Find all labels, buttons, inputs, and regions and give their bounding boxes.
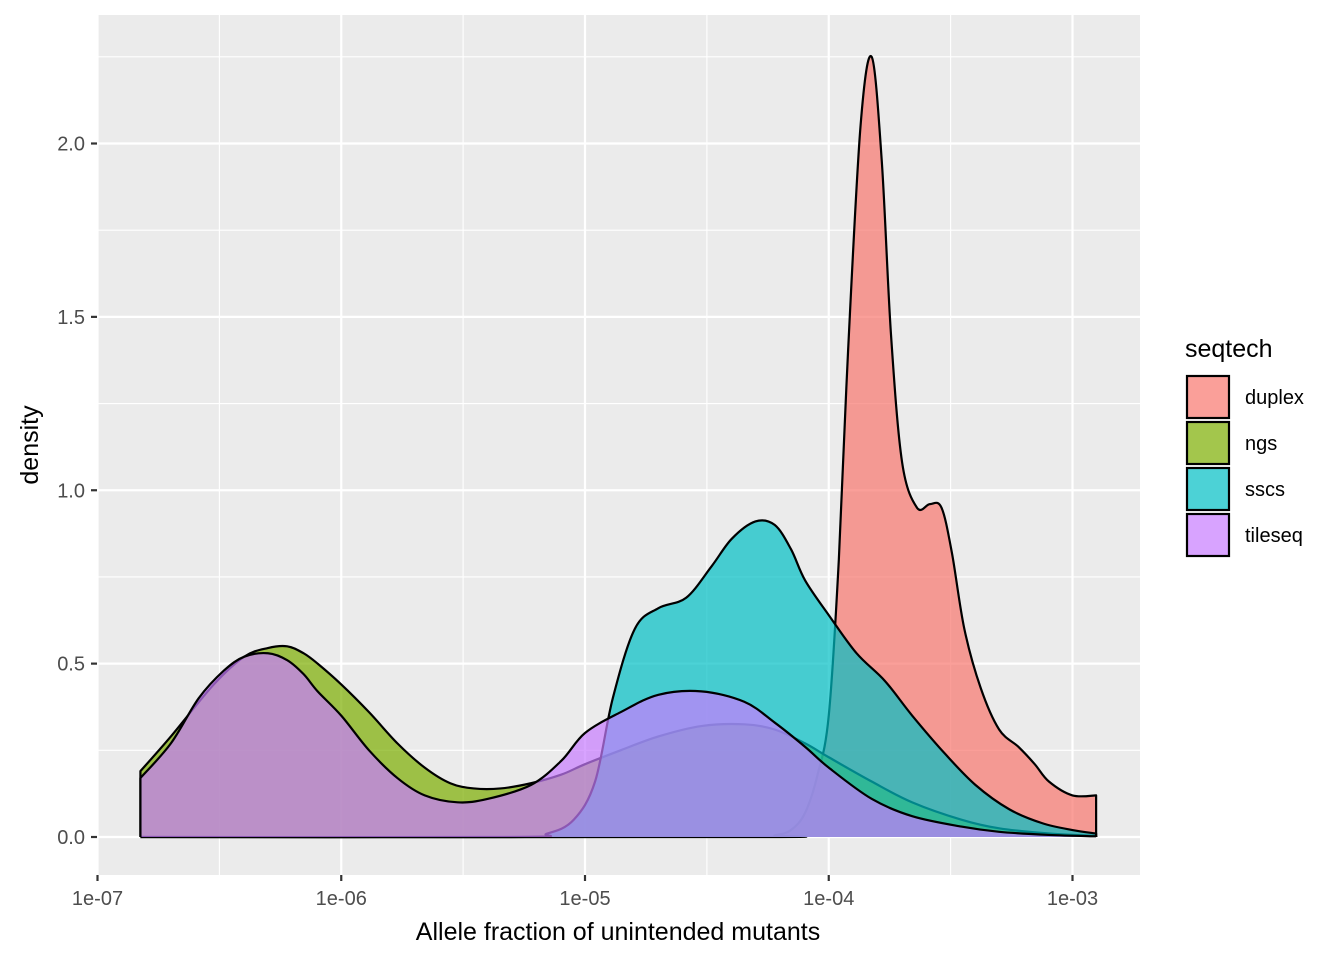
x-tick-label: 1e-04 bbox=[803, 888, 854, 910]
y-axis-title: density bbox=[16, 405, 44, 485]
legend-key-tileseq bbox=[1185, 512, 1231, 558]
legend: seqtech duplex ngs sscs tileseq bbox=[1185, 335, 1304, 558]
density-areas bbox=[139, 54, 1098, 839]
legend-key-ngs bbox=[1185, 420, 1231, 466]
density-area-duplex bbox=[140, 56, 1097, 838]
legend-label-ngs: ngs bbox=[1245, 433, 1277, 455]
x-axis-title: Allele fraction of unintended mutants bbox=[416, 918, 820, 946]
legend-label-duplex: duplex bbox=[1245, 387, 1304, 409]
x-tick-label: 1e-06 bbox=[316, 888, 367, 910]
legend-key-duplex bbox=[1185, 374, 1231, 420]
tick-labels: 1e-07 1e-06 1e-05 1e-04 1e-03 0.0 0.5 1.0 1.5 2.0 bbox=[57, 134, 1098, 911]
y-tick-label: 1.0 bbox=[57, 480, 85, 502]
density-outline-tileseq bbox=[139, 651, 1098, 838]
legend-label-tileseq: tileseq bbox=[1245, 525, 1303, 547]
minor-gridlines bbox=[97, 15, 1140, 875]
y-tick-label: 0.5 bbox=[57, 654, 85, 676]
axis-ticks bbox=[91, 142, 1074, 881]
x-tick-label: 1e-05 bbox=[559, 888, 610, 910]
legend-key-sscs bbox=[1185, 466, 1231, 512]
y-tick-label: 1.5 bbox=[57, 307, 85, 329]
x-tick-label: 1e-07 bbox=[72, 888, 123, 910]
y-tick-label: 0.0 bbox=[57, 827, 85, 849]
legend-label-sscs: sscs bbox=[1245, 479, 1285, 501]
y-tick-label: 2.0 bbox=[57, 134, 85, 156]
density-area-tileseq bbox=[140, 653, 1097, 837]
x-tick-label: 1e-03 bbox=[1047, 888, 1098, 910]
legend-title: seqtech bbox=[1185, 335, 1273, 363]
